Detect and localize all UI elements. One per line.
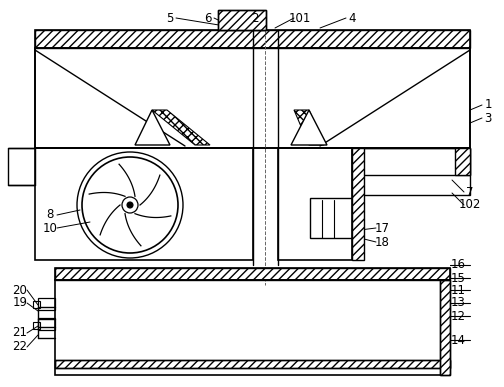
Text: 12: 12 — [451, 310, 466, 322]
Text: 10: 10 — [42, 221, 57, 235]
Text: 13: 13 — [451, 296, 465, 310]
Bar — [352, 148, 470, 175]
Text: 1: 1 — [484, 99, 492, 111]
Bar — [55, 360, 450, 368]
Text: 19: 19 — [13, 296, 28, 310]
Text: 2: 2 — [251, 12, 259, 24]
Polygon shape — [152, 110, 210, 145]
Text: 14: 14 — [451, 334, 466, 346]
Text: 101: 101 — [289, 12, 311, 24]
Bar — [310, 198, 360, 238]
Bar — [33, 301, 40, 308]
Bar — [55, 268, 450, 280]
Text: 21: 21 — [13, 327, 28, 339]
Text: 6: 6 — [204, 12, 212, 24]
Text: 15: 15 — [451, 272, 465, 284]
Bar — [218, 10, 266, 30]
Bar — [440, 280, 450, 375]
Bar — [38, 298, 55, 310]
Text: 22: 22 — [13, 341, 28, 353]
Polygon shape — [135, 110, 170, 145]
Bar — [352, 148, 470, 195]
Text: 3: 3 — [484, 111, 492, 125]
Bar — [440, 280, 450, 375]
Bar — [352, 148, 364, 260]
Polygon shape — [291, 110, 327, 145]
Bar — [35, 30, 470, 48]
Circle shape — [127, 202, 133, 208]
Bar — [218, 10, 266, 30]
Text: 8: 8 — [46, 209, 54, 221]
Text: 16: 16 — [451, 259, 466, 272]
Text: 17: 17 — [374, 221, 390, 235]
Bar — [55, 268, 450, 280]
Text: 20: 20 — [13, 284, 27, 296]
Bar — [55, 280, 450, 375]
Bar — [38, 318, 55, 330]
Bar — [455, 148, 470, 175]
Bar — [35, 148, 253, 260]
Text: 4: 4 — [348, 12, 356, 24]
Bar — [35, 48, 470, 148]
Polygon shape — [294, 110, 324, 145]
Bar — [278, 148, 352, 260]
Bar — [33, 322, 40, 329]
Text: 102: 102 — [459, 199, 481, 212]
Text: 7: 7 — [466, 185, 474, 199]
Bar — [8, 148, 35, 185]
Text: 5: 5 — [166, 12, 174, 24]
Text: 18: 18 — [374, 236, 390, 248]
Bar — [35, 30, 470, 48]
Bar — [55, 360, 450, 368]
Text: 11: 11 — [451, 284, 466, 296]
